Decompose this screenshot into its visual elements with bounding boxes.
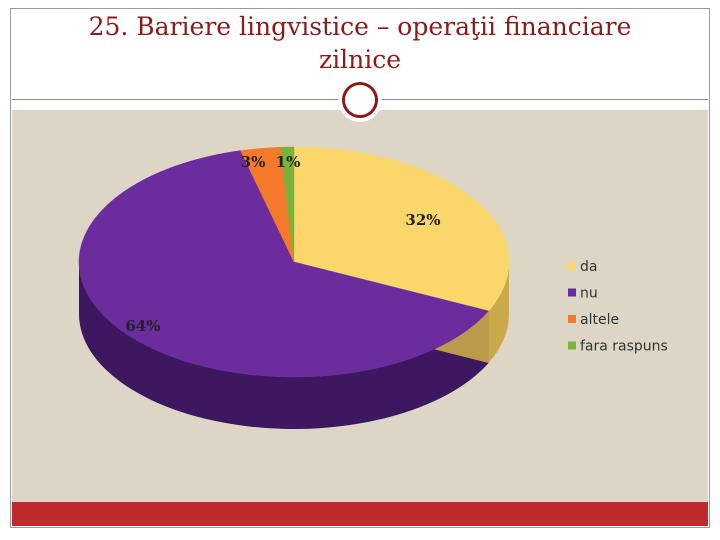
pie-labels: 32% 64% 3% 1% [125,153,440,335]
legend-swatch-fara-raspuns [568,341,576,350]
slide-title: 25. Bariere lingvistice – operaţii finan… [12,10,708,76]
pie-side-nu [79,262,489,429]
legend-label-altele: altele [580,312,619,328]
pie-tops [78,146,510,378]
pie-slice-nu [78,150,489,378]
pie-slice-da [293,146,510,312]
legend-label-da: da [580,259,597,275]
title-line-2: zilnice [318,45,402,74]
legend-label-fara-raspuns: fara raspuns [580,339,668,355]
data-label-nu: 64% [125,317,160,335]
data-label-fara-raspuns: 1% [276,153,301,171]
legend-swatch-nu [568,288,576,297]
slide-frame [10,8,710,528]
footer-bar [12,502,708,526]
legend: da nu altele fara raspuns [568,259,668,355]
ring-icon-inner [342,82,378,118]
legend-label-nu: nu [580,286,598,302]
legend-swatch-da [568,262,576,270]
data-label-da: 32% [405,211,440,229]
title-line-1: 25. Bariere lingvistice – operaţii finan… [88,12,632,41]
pie-slice-fara-raspuns [280,146,295,263]
data-label-altele: 3% [241,153,266,171]
legend-swatch-altele [568,315,576,323]
